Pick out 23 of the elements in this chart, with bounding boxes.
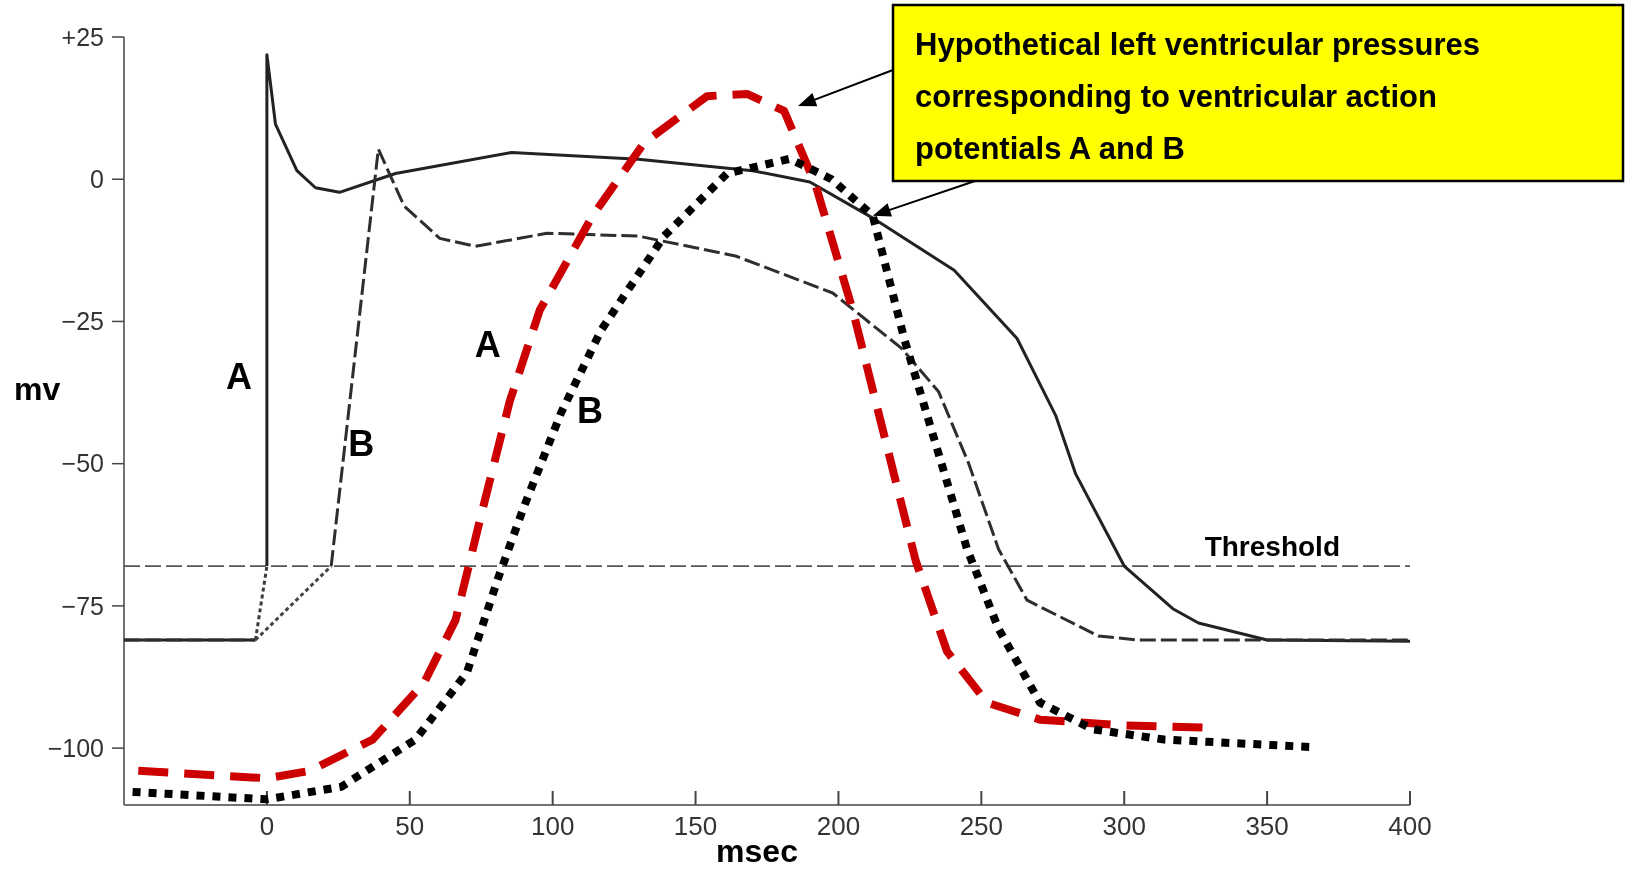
y-tick-label: +25 — [61, 22, 104, 51]
y-tick-label: 0 — [90, 164, 104, 193]
x-axis-title: msec — [716, 833, 798, 869]
x-tick-label: 400 — [1388, 811, 1432, 841]
series-label: B — [348, 422, 375, 464]
x-tick-label: 50 — [395, 811, 425, 841]
x-tick-label: 300 — [1102, 811, 1146, 841]
annotation: Hypothetical left ventricular pressures corresponding to ventricular action potentials A and B — [915, 27, 1481, 166]
series-label: B — [577, 389, 604, 431]
x-tick-label: 200 — [816, 811, 861, 841]
y-axis-title: mv — [14, 371, 61, 407]
x-tick-label: 100 — [530, 811, 575, 841]
x-tick-label: 350 — [1245, 811, 1289, 841]
series-label: A — [474, 323, 501, 365]
y-tick-label: −25 — [61, 307, 104, 336]
x-tick-label: 250 — [959, 811, 1004, 841]
x-tick-label: 150 — [673, 811, 718, 841]
series-label: A — [225, 355, 252, 397]
ref-line-label: Threshold — [1204, 531, 1340, 563]
y-tick-label: −100 — [47, 733, 104, 762]
y-tick-label: −50 — [61, 449, 104, 478]
x-tick-label: 0 — [259, 811, 275, 841]
y-tick-label: −75 — [61, 591, 104, 620]
